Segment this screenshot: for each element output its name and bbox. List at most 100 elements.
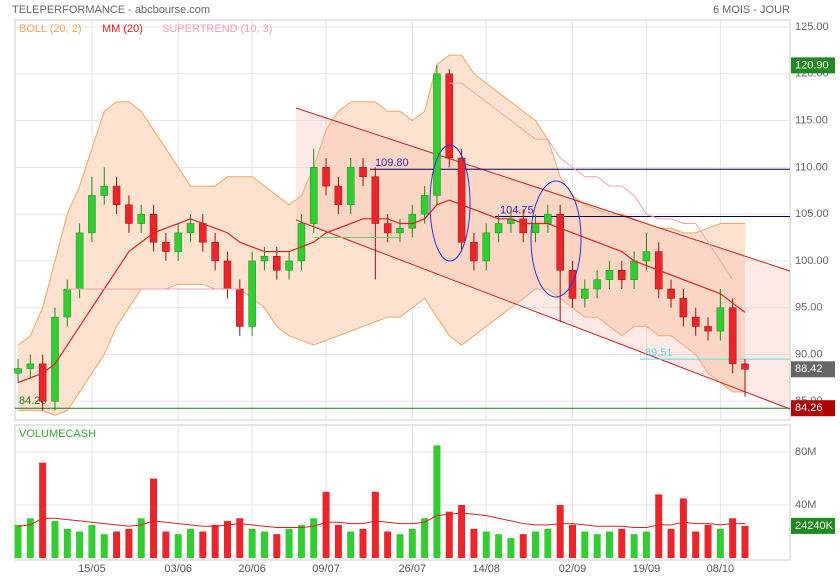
volume-bar	[199, 531, 207, 559]
volume-bar	[187, 528, 195, 559]
volume-average	[17, 512, 745, 529]
candle-body	[457, 157, 466, 243]
volume-bar	[741, 525, 749, 559]
legend-bollinger: BOLL (20, 2)	[19, 23, 82, 35]
volume-bar	[445, 511, 453, 559]
chart-title: TELEPERFORMANCE - abcbourse.com	[12, 4, 210, 16]
candle-body	[125, 204, 133, 224]
volume-bar	[236, 518, 244, 559]
candle-body	[211, 241, 219, 262]
y-tick-label: 100.00	[795, 255, 829, 267]
high-tag-bg	[791, 57, 835, 74]
moving-average	[17, 199, 746, 384]
volume-bar	[273, 534, 281, 559]
candle-body	[236, 288, 244, 327]
x-tick-label: 03/06	[164, 563, 192, 575]
candle-body	[433, 73, 441, 196]
x-tick-label: 26/07	[399, 563, 427, 575]
volume-bar	[605, 531, 613, 559]
x-tick-label: 09/07	[312, 563, 340, 575]
legend-volume: VOLUMECASH	[19, 428, 96, 440]
volume-bar	[51, 520, 59, 559]
candle-body	[285, 260, 293, 271]
candle-body	[38, 363, 47, 402]
volume-bar	[297, 524, 305, 559]
candle-body	[297, 223, 306, 262]
candle-body	[482, 232, 490, 262]
highlight-ellipse	[429, 144, 471, 262]
volume-bar	[532, 531, 540, 559]
volume-bar	[14, 524, 22, 559]
last-price-tag: 88.42	[795, 363, 823, 375]
candle-body	[273, 256, 281, 271]
candle-body	[309, 167, 318, 224]
candle-body	[408, 213, 417, 229]
volume-bar	[384, 531, 392, 559]
volume-bar	[593, 534, 601, 559]
price-panel	[14, 19, 791, 421]
volume-bar	[285, 528, 293, 559]
candle-body	[605, 270, 614, 280]
volume-bar	[63, 528, 71, 559]
volume-bar	[137, 518, 145, 559]
volume-bar	[150, 478, 158, 559]
y-tick-label: 80M	[795, 446, 816, 458]
candle-body	[420, 195, 429, 215]
candle-body	[371, 176, 380, 224]
candle-body	[642, 251, 651, 262]
last-price-tag-bg	[791, 361, 835, 378]
candle-body	[186, 223, 195, 234]
volume-bar	[458, 505, 466, 559]
candle-body	[75, 232, 84, 290]
candle-body	[704, 326, 712, 332]
candle-body	[26, 363, 35, 369]
candle-body	[593, 279, 601, 290]
volume-bar	[174, 534, 182, 559]
candle-body	[63, 288, 72, 318]
volume-bar	[482, 531, 490, 559]
candle-body	[519, 218, 527, 234]
volume-bar	[100, 534, 108, 559]
volume-bar	[322, 491, 330, 559]
volume-bar	[248, 528, 256, 559]
candle-body	[556, 213, 564, 271]
volume-bar	[421, 518, 429, 559]
candle-body	[581, 288, 589, 299]
volume-bar	[260, 531, 268, 559]
candle-body	[346, 167, 355, 206]
volume-bar	[88, 524, 96, 559]
x-tick-label: 08/10	[707, 563, 735, 575]
volume-tag: 24240K	[795, 520, 834, 532]
legend-supertrend: SUPERTREND (10, 3)	[162, 23, 272, 35]
background-layer	[15, 20, 790, 560]
x-tick-label: 14/08	[472, 563, 500, 575]
candle-body	[383, 223, 392, 234]
candle-body	[494, 223, 503, 234]
volume-bar	[568, 524, 576, 559]
x-tick-label: 19/09	[633, 563, 661, 575]
volume-bar	[495, 534, 503, 559]
volume-bar	[396, 534, 404, 559]
level-label: 104.75	[500, 204, 534, 216]
candle-body	[174, 232, 182, 252]
bollinger-band	[18, 55, 745, 416]
volume-bar	[581, 531, 589, 559]
support-tag-bg	[791, 400, 835, 417]
trend-line-lower	[295, 219, 791, 410]
trend-channel	[296, 108, 790, 409]
candle-body	[630, 260, 638, 280]
legend-ma: MM (20)	[102, 23, 143, 35]
volume-bar	[642, 531, 650, 559]
candle-body	[199, 223, 207, 243]
volume-bar	[26, 518, 34, 559]
y-tick-label: 95.00	[795, 302, 823, 314]
candle-body	[14, 368, 22, 374]
volume-bar	[125, 528, 133, 559]
level-label: 89.51	[645, 347, 673, 359]
candle-body	[149, 213, 158, 243]
volume-bar	[223, 520, 231, 559]
candle-body	[618, 270, 626, 280]
volume-bar	[76, 531, 84, 559]
candle-body	[728, 307, 737, 365]
period: 6 MOIS - JOUR	[713, 4, 790, 16]
